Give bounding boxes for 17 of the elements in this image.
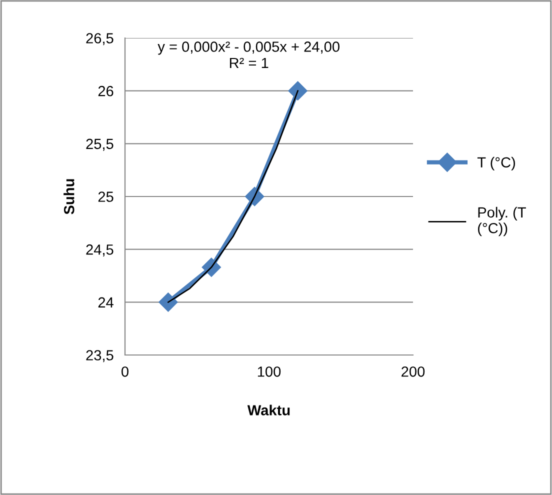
y-tick-label: 24,5: [86, 244, 114, 256]
x-tick-label: 100: [258, 366, 281, 377]
annotation: y = 0,000x² - 0,005x + 24,00 R² = 1: [158, 42, 340, 68]
y-tick-label: 25,5: [86, 138, 114, 151]
y-axis-title: Suhu: [64, 179, 74, 214]
y-tick-label: 26,5: [86, 33, 114, 46]
x-tick-label: 0: [122, 366, 128, 377]
y-tick-label: 24: [98, 297, 114, 308]
x-axis-title: Waktu: [247, 404, 290, 416]
point: [158, 292, 178, 312]
y-tick-label: 25: [98, 192, 114, 202]
x-tick-label: 200: [402, 366, 425, 377]
legend-label: T (°C): [477, 156, 516, 170]
y-tick-label: 23,5: [86, 350, 114, 362]
y-tick-label: 26: [98, 86, 114, 96]
legend-label: Poly. (T (°C)): [478, 206, 526, 236]
point: [288, 81, 308, 100]
